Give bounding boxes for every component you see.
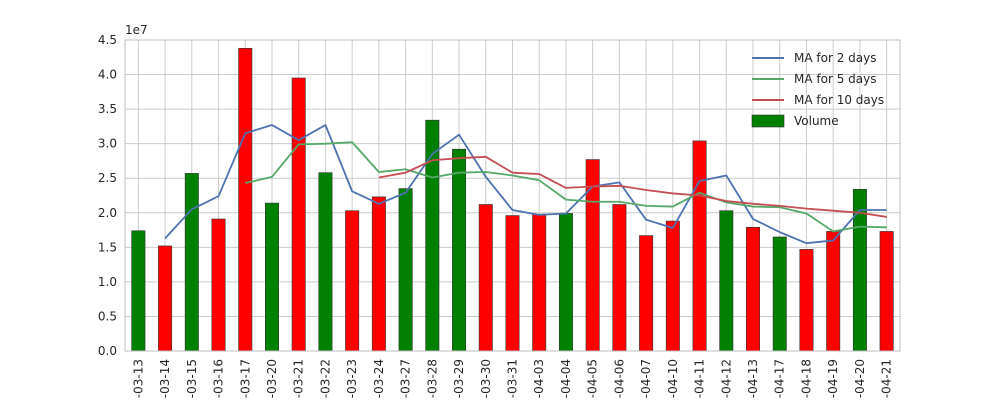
x-tick-label: -03-14 bbox=[158, 359, 172, 398]
volume-bar bbox=[799, 249, 814, 352]
x-tick-label: -03-13 bbox=[131, 359, 145, 398]
x-tick-label: -04-04 bbox=[559, 359, 573, 398]
legend-label: MA for 10 days bbox=[794, 93, 884, 107]
x-tick-label: -03-28 bbox=[425, 359, 439, 398]
volume-bar bbox=[452, 148, 467, 352]
x-tick-label: -03-24 bbox=[372, 359, 386, 398]
x-tick-label: -03-20 bbox=[265, 359, 279, 398]
volume-bar bbox=[238, 47, 253, 352]
x-tick-label: -03-23 bbox=[345, 359, 359, 398]
volume-bar bbox=[211, 218, 226, 352]
volume-bar bbox=[826, 231, 841, 352]
series-line bbox=[378, 155, 887, 218]
volume-bar bbox=[665, 220, 680, 352]
volume-bar bbox=[371, 196, 386, 352]
y-tick-label: 2.5 bbox=[98, 171, 117, 185]
x-tick-label: -03-27 bbox=[399, 359, 413, 398]
y-axis-multiplier: 1e7 bbox=[125, 23, 148, 37]
series-line bbox=[164, 124, 887, 245]
x-axis-ticks: -03-13 -03-14 -03-15 -03-16 -03-17 -03-20 -03-… bbox=[131, 359, 893, 398]
legend-label: Volume bbox=[794, 114, 839, 128]
y-tick-label: 0.5 bbox=[98, 309, 117, 323]
y-tick-label: 3.5 bbox=[98, 102, 117, 116]
legend: MA for 2 days MA for 5 days MA for 10 days… bbox=[751, 51, 884, 128]
y-axis-ticks: 0.0 0.5 1.0 1.5 2.0 2.5 3.0 3.5 4.0 4.5 bbox=[98, 33, 117, 358]
volume-bar bbox=[184, 173, 199, 352]
x-tick-label: -04-05 bbox=[586, 359, 600, 398]
legend-bar-swatch bbox=[751, 114, 785, 128]
x-tick-label: -03-22 bbox=[318, 359, 332, 398]
x-tick-label: -04-18 bbox=[799, 359, 813, 398]
volume-bar bbox=[746, 226, 760, 352]
volume-bar bbox=[692, 140, 707, 352]
volume-bar bbox=[532, 213, 547, 352]
legend-label: MA for 2 days bbox=[794, 51, 876, 65]
legend-label: MA for 5 days bbox=[794, 72, 876, 86]
y-tick-label: 4.5 bbox=[98, 33, 117, 47]
x-tick-label: -04-17 bbox=[773, 359, 787, 398]
x-tick-label: -04-21 bbox=[880, 359, 894, 398]
x-tick-label: -04-03 bbox=[532, 359, 546, 398]
moving-average-lines bbox=[164, 124, 887, 245]
x-tick-label: -03-15 bbox=[185, 359, 199, 398]
y-tick-label: 2.0 bbox=[98, 206, 117, 220]
volume-bar bbox=[398, 188, 413, 352]
volume-bar bbox=[585, 159, 600, 352]
x-tick-label: -03-21 bbox=[292, 359, 306, 398]
x-tick-label: -04-10 bbox=[666, 359, 680, 398]
x-tick-label: -03-31 bbox=[506, 359, 520, 398]
x-tick-label: -03-30 bbox=[479, 359, 493, 398]
volume-bar bbox=[131, 230, 146, 352]
volume-bar bbox=[639, 235, 654, 352]
volume-bar bbox=[558, 213, 573, 352]
volume-bar bbox=[612, 204, 627, 352]
volume-bar bbox=[345, 210, 360, 352]
x-tick-label: -04-12 bbox=[719, 359, 733, 398]
volume-bar bbox=[505, 215, 520, 352]
y-tick-label: 1.0 bbox=[98, 275, 117, 289]
x-tick-label: -04-20 bbox=[853, 359, 867, 398]
volume-bar bbox=[719, 210, 734, 352]
x-tick-label: -04-06 bbox=[612, 359, 626, 398]
y-tick-label: 3.0 bbox=[98, 137, 117, 151]
x-tick-label: -04-13 bbox=[746, 359, 760, 398]
volume-bars bbox=[131, 47, 894, 352]
volume-bar bbox=[318, 172, 333, 352]
x-tick-label: -04-07 bbox=[639, 359, 653, 398]
volume-bar bbox=[772, 236, 787, 352]
x-tick-label: -03-16 bbox=[212, 359, 226, 398]
y-tick-label: 1.5 bbox=[98, 240, 117, 254]
volume-bar bbox=[158, 245, 173, 352]
x-tick-label: -03-17 bbox=[238, 359, 252, 398]
series-line bbox=[245, 141, 887, 233]
volume-bar bbox=[265, 202, 279, 352]
x-tick-label: -04-11 bbox=[693, 359, 707, 398]
plot-frame bbox=[124, 39, 901, 352]
x-tick-label: -04-19 bbox=[826, 359, 840, 398]
volume-bar bbox=[291, 77, 306, 352]
y-tick-label: 4.0 bbox=[98, 68, 117, 82]
volume-bar bbox=[478, 204, 493, 352]
x-tick-label: -03-29 bbox=[452, 359, 466, 398]
y-tick-label: 0.0 bbox=[98, 344, 117, 358]
volume-bar bbox=[879, 231, 894, 352]
